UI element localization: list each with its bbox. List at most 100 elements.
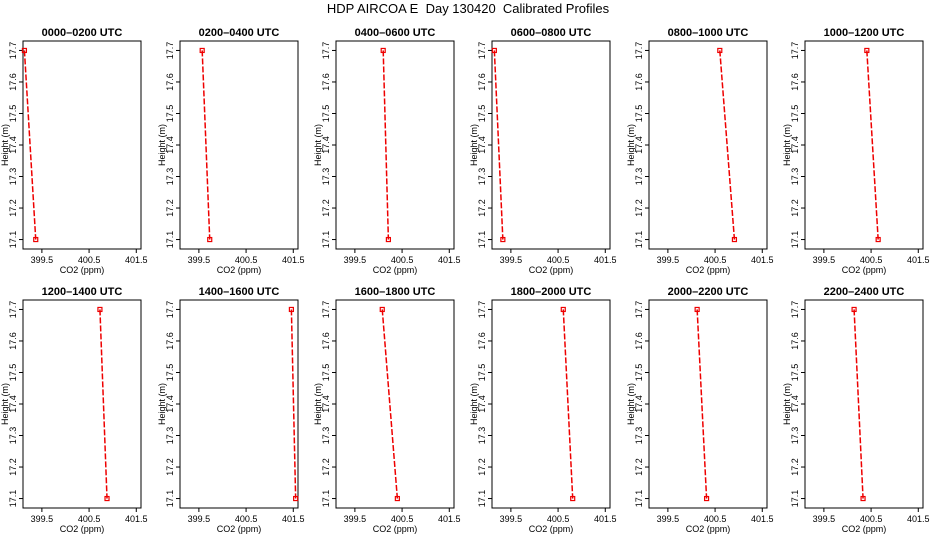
y-tick-label: 17.4 xyxy=(790,395,800,413)
x-tick-label: 400.5 xyxy=(860,255,883,265)
y-tick-label: 17.5 xyxy=(165,364,175,382)
x-axis-label: CO2 (ppm) xyxy=(217,265,262,275)
y-tick-label: 17.7 xyxy=(321,301,331,319)
y-tick-label: 17.6 xyxy=(321,332,331,350)
x-tick-label: 399.5 xyxy=(813,255,836,265)
y-tick-label: 17.2 xyxy=(477,199,487,217)
y-tick-label: 17.1 xyxy=(165,490,175,508)
y-tick-label: 17.5 xyxy=(165,105,175,123)
data-point xyxy=(394,495,400,502)
x-tick-label: 401.5 xyxy=(125,514,148,524)
y-tick-label: 17.5 xyxy=(634,364,644,382)
profile-panel: 1200–1400 UTC 399.5 400.5 401.5 17.1 17.2 17.3… xyxy=(0,286,148,534)
x-tick-label: 400.5 xyxy=(235,255,258,265)
y-tick-label: 17.2 xyxy=(634,458,644,476)
y-tick-label: 17.7 xyxy=(477,42,487,60)
y-tick-label: 17.1 xyxy=(477,490,487,508)
x-tick-label: 401.5 xyxy=(438,255,461,265)
profile-line xyxy=(290,309,297,499)
y-tick-label: 17.6 xyxy=(321,73,331,91)
y-tick-label: 17.5 xyxy=(8,105,18,123)
y-tick-label: 17.4 xyxy=(634,136,644,154)
data-point xyxy=(851,306,857,313)
y-tick-label: 17.1 xyxy=(477,231,487,249)
profile-line xyxy=(696,309,708,499)
data-point xyxy=(864,47,870,54)
x-tick-label: 400.5 xyxy=(547,255,570,265)
data-point xyxy=(21,47,28,54)
data-point xyxy=(379,306,385,313)
y-tick-label: 17.2 xyxy=(634,199,644,217)
data-point xyxy=(104,495,110,502)
x-tick-label: 399.5 xyxy=(813,514,836,524)
y-tick-label: 17.3 xyxy=(477,168,487,186)
y-tick-label: 17.5 xyxy=(321,364,331,382)
panel-title: 1200–1400 UTC xyxy=(42,286,123,298)
data-point xyxy=(694,306,700,313)
x-tick-label: 400.5 xyxy=(704,514,727,524)
x-tick-label: 399.5 xyxy=(31,514,54,524)
y-tick-label: 17.5 xyxy=(477,364,487,382)
y-tick-label: 17.4 xyxy=(321,395,331,413)
data-point xyxy=(207,236,213,243)
data-point xyxy=(288,306,294,313)
plot-frame xyxy=(491,299,611,509)
x-tick-label: 400.5 xyxy=(860,514,883,524)
y-axis-label: Height (m) xyxy=(469,124,479,166)
y-tick-label: 17.7 xyxy=(165,42,175,60)
y-tick-label: 17.6 xyxy=(634,73,644,91)
profile-panel: 2200–2400 UTC 399.5 400.5 401.5 17.1 17.2 17.3… xyxy=(782,286,930,534)
y-tick-label: 17.2 xyxy=(8,458,18,476)
y-tick-label: 17.4 xyxy=(477,395,487,413)
y-tick-label: 17.3 xyxy=(634,168,644,186)
profile-panel: 2000–2200 UTC 399.5 400.5 401.5 17.1 17.2 17.3… xyxy=(626,286,774,534)
y-tick-label: 17.3 xyxy=(165,168,175,186)
y-tick-label: 17.6 xyxy=(634,332,644,350)
x-tick-label: 399.5 xyxy=(657,514,680,524)
y-tick-label: 17.3 xyxy=(634,427,644,445)
data-point xyxy=(560,306,566,313)
x-tick-label: 401.5 xyxy=(594,255,617,265)
data-point xyxy=(293,495,299,502)
y-tick-label: 17.6 xyxy=(165,332,175,350)
x-axis-label: CO2 (ppm) xyxy=(686,524,731,534)
profile-panel: 0000–0200 UTC 399.5 400.5 401.5 17.1 17.2 17.3… xyxy=(0,27,148,275)
data-point xyxy=(385,236,391,243)
profile-line xyxy=(493,50,504,240)
y-tick-label: 17.5 xyxy=(477,105,487,123)
plot-frame xyxy=(335,40,455,250)
data-point xyxy=(570,495,576,502)
y-axis-label: Height (m) xyxy=(313,124,323,166)
y-tick-label: 17.1 xyxy=(634,490,644,508)
data-point xyxy=(731,236,738,243)
y-tick-label: 17.3 xyxy=(8,168,18,186)
y-tick-label: 17.1 xyxy=(790,490,800,508)
panel-title: 1800–2000 UTC xyxy=(511,286,592,298)
x-tick-label: 401.5 xyxy=(594,514,617,524)
y-tick-label: 17.3 xyxy=(790,427,800,445)
y-tick-label: 17.1 xyxy=(8,231,18,249)
x-tick-label: 401.5 xyxy=(438,514,461,524)
profile-panel: 1400–1600 UTC 399.5 400.5 401.5 17.1 17.2 17.3… xyxy=(157,286,305,534)
page-title: HDP AIRCOA E Day 130420 Calibrated Profi… xyxy=(326,1,610,16)
y-tick-label: 17.4 xyxy=(165,136,175,154)
data-point xyxy=(33,236,39,243)
y-tick-label: 17.7 xyxy=(321,42,331,60)
x-axis-label: CO2 (ppm) xyxy=(529,524,574,534)
profile-panel: 1000–1200 UTC 399.5 400.5 401.5 17.1 17.2 17.3… xyxy=(782,27,930,275)
profile-line xyxy=(201,50,211,240)
panel-title: 0400–0600 UTC xyxy=(355,27,436,39)
y-tick-label: 17.4 xyxy=(165,395,175,413)
data-point xyxy=(380,47,386,54)
y-tick-label: 17.7 xyxy=(634,42,644,60)
panel-title: 1000–1200 UTC xyxy=(824,27,905,39)
x-tick-label: 401.5 xyxy=(125,255,148,265)
y-tick-label: 17.1 xyxy=(8,490,18,508)
profile-line xyxy=(381,309,399,499)
data-point xyxy=(199,47,205,54)
plot-frame xyxy=(22,40,142,250)
y-tick-label: 17.2 xyxy=(477,458,487,476)
y-tick-label: 17.6 xyxy=(477,73,487,91)
x-tick-label: 399.5 xyxy=(344,255,367,265)
y-tick-label: 17.1 xyxy=(321,490,331,508)
